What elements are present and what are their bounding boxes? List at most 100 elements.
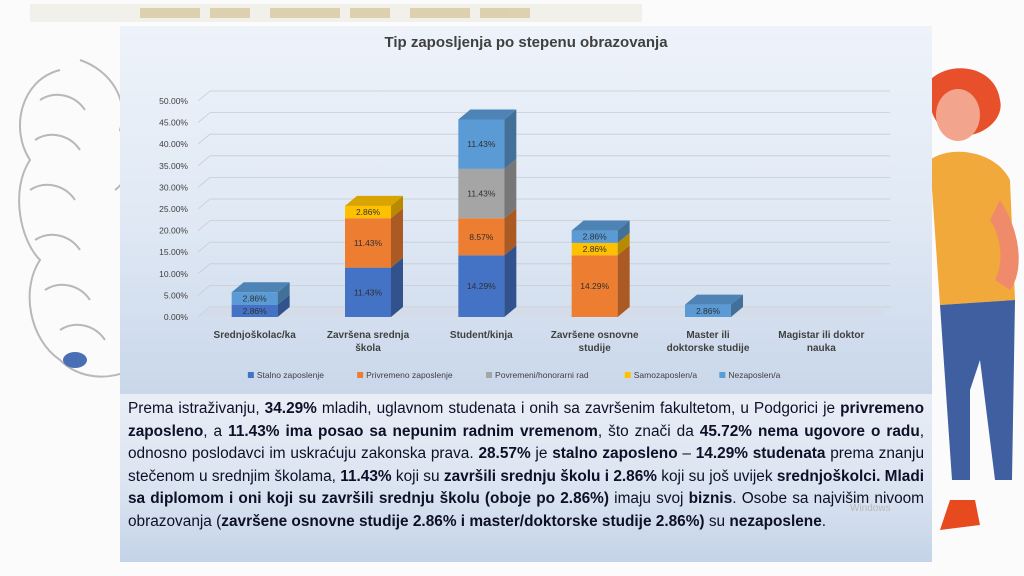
bar-side [617,220,630,243]
summary-highlight: 14.29% studenata [695,445,826,463]
data-label: 14.29% [580,281,609,291]
gridline [197,241,890,253]
y-tick-label: 45.00% [159,118,188,128]
y-tick-label: 5.00% [164,290,189,300]
summary-text: koji su još uvijek [656,467,777,485]
data-label: 2.86% [696,306,721,316]
x-tick-label: Završena srednja [327,330,410,341]
bar-side [391,257,403,317]
summary-text: – [677,445,696,463]
gridline [197,133,890,145]
summary-text: , odnosno poslodavci im uskraćuju zakons… [128,422,925,463]
x-tick-label: Srednjoškolac/ka [214,330,297,341]
gridline [197,263,890,275]
summary-text: je [530,445,553,463]
summary-highlight: srednjoškolci. Mladi sa diplomom i oni k… [128,467,925,508]
y-tick-label: 15.00% [159,247,188,257]
y-tick-label: 20.00% [159,226,188,236]
legend-label: Stalno zaposlenje [257,370,324,380]
bar-segment [458,218,505,256]
data-label: 14.29% [467,281,496,291]
data-label: 2.86% [583,232,608,242]
legend-label: Povremeni/honorarni rad [495,370,589,380]
bar-side [277,294,290,317]
bar-top [571,220,630,231]
bar-side [617,245,630,317]
x-tick-label: studije [579,343,612,354]
summary-highlight: 11.43% ima posao sa nepunim radnim vreme… [228,422,598,440]
lion-illustration [18,59,131,378]
legend-label: Samozaposlen/a [634,370,698,380]
y-tick-label: 25.00% [159,204,188,214]
bar-segment [231,292,278,305]
chart-floor [198,307,890,317]
stacked-bar-chart: 0.00% 5.00% 10.00% 15.00% 20.00% 25.00% 30.00%… [159,90,890,380]
summary-highlight: biznis [688,490,733,508]
gridline [197,112,890,123]
summary-highlight: 45.72% nema ugovore o radu [699,422,920,440]
bar-segment [345,218,391,268]
gridline [197,90,890,102]
x-tick-label: Magistar ili doktor [778,330,864,341]
legend-swatch [486,372,493,378]
bar-side [504,158,517,219]
chart-title: Tip zaposljenja po stepenu obrazovanja [384,34,668,51]
bar-segment [458,255,505,317]
x-tick-label: doktorske studije [667,343,750,354]
bar-side [391,195,403,219]
bar-segment [345,267,391,317]
data-label: 2.86% [356,207,381,217]
gridline [197,284,890,296]
summary-text: koji su [391,467,444,485]
bar-side [504,245,517,317]
summary-text: mladih, uglavnom studenata i onih sa zav… [316,400,841,417]
bar-segment [458,119,505,169]
x-tick-label: Master ili [686,330,730,341]
summary-highlight: privremeno zaposleno [128,400,924,440]
data-label: 8.57% [469,232,494,242]
summary-highlight: stalno zaposleno [552,445,678,463]
gridline [197,176,890,188]
y-tick-label: 50.00% [159,96,188,106]
bar-top [458,109,517,120]
summary-text: imaju svoj [609,490,689,508]
summary-text: , što znači da [597,422,700,440]
bar-side [617,232,630,256]
bar-top [685,294,743,305]
summary-paragraph: Prema istraživanju, 34.29% mladih, uglav… [120,394,932,534]
top-ornament [30,4,642,22]
summary-text: su [704,512,730,530]
y-tick-label: 10.00% [159,269,188,279]
bar-side [504,109,517,169]
gridline [197,155,890,167]
person-illustration [928,68,1019,530]
gridline [197,220,890,231]
bar-segment [571,255,618,317]
summary-text: prema znanju stečenom u srednjim školama… [128,445,925,485]
legend-swatch [719,372,726,378]
bar-top [231,282,290,293]
legend-label: Nezaposlen/a [728,370,780,380]
data-label: 2.86% [243,306,268,316]
summary-highlight: 11.43% [340,467,392,485]
y-tick-label: 35.00% [159,161,188,171]
bar-segment [571,242,618,256]
x-tick-label: Student/kinja [450,330,513,341]
bar-segment [345,205,391,219]
legend-label: Privremeno zaposlenje [366,370,453,380]
y-tick-label: 40.00% [159,139,188,149]
y-tick-label: 30.00% [159,182,188,192]
chart-panel: Tip zaposljenja po stepenu obrazovanja 0… [120,26,932,394]
watermark: Windows [850,503,891,514]
bar-segment [458,168,505,219]
data-label: 11.43% [354,238,383,248]
gridline [197,198,890,210]
x-tick-label: Završene osnovne [551,330,639,341]
bar-side [731,294,743,317]
data-label: 11.43% [467,189,496,199]
summary-highlight: 34.29% [264,400,317,417]
bar-side [504,208,517,256]
bar-segment [231,304,278,317]
bar-side [391,208,403,268]
